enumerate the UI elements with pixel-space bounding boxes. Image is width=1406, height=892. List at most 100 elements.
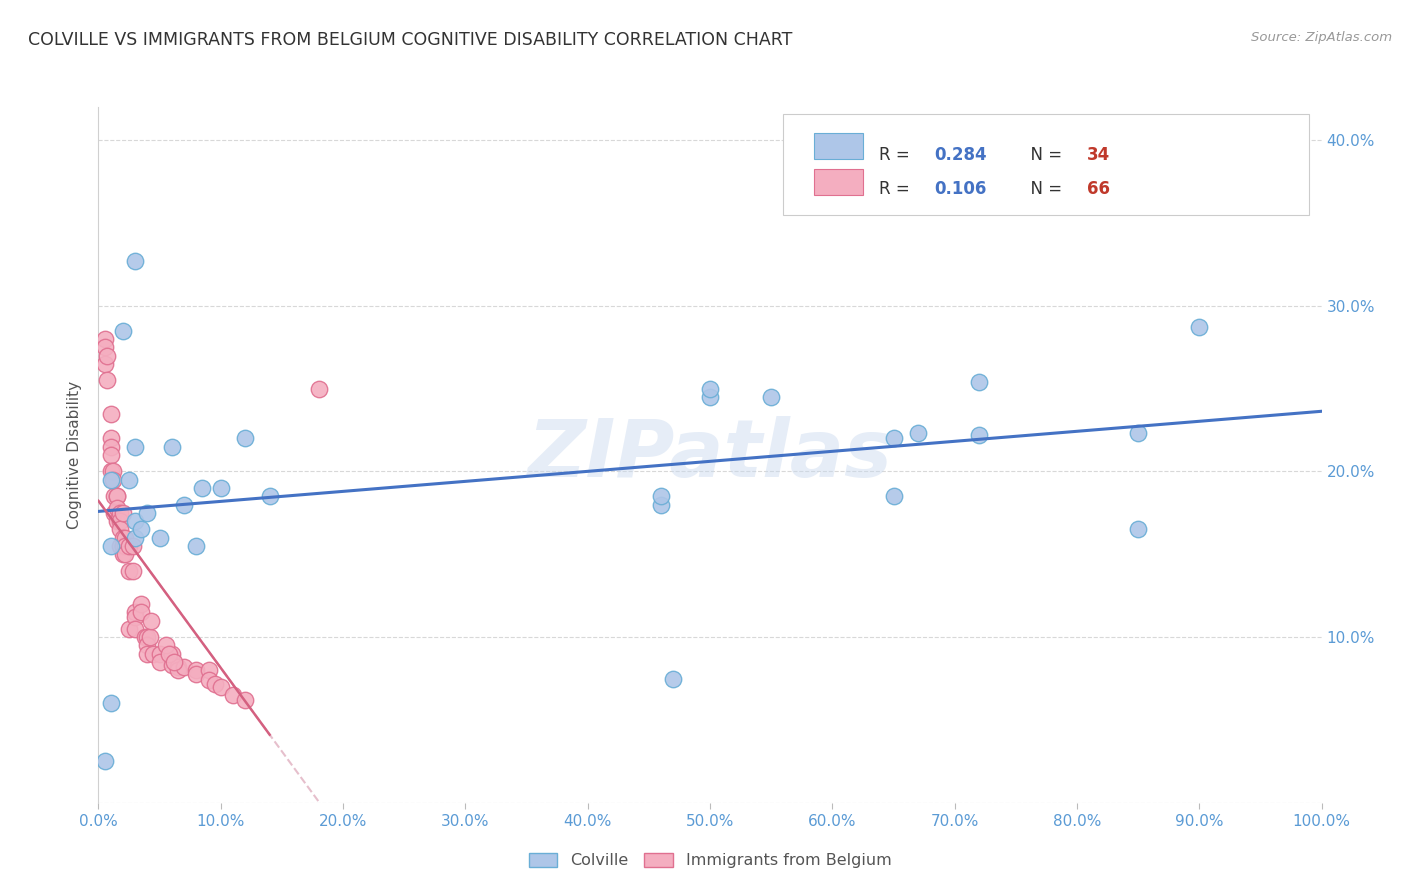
- Point: [186, 539, 208, 553]
- Point: [124, 531, 146, 545]
- Point: [114, 531, 136, 545]
- Point: [96, 373, 118, 387]
- Point: [129, 523, 152, 537]
- Point: [173, 498, 195, 512]
- Point: [111, 539, 134, 553]
- Point: [883, 431, 905, 445]
- Point: [167, 663, 190, 677]
- Point: [967, 375, 990, 389]
- Point: [118, 564, 141, 578]
- Point: [114, 539, 136, 553]
- Y-axis label: Cognitive Disability: Cognitive Disability: [67, 381, 83, 529]
- Point: [110, 539, 132, 553]
- Point: [124, 440, 146, 454]
- Text: 66: 66: [1087, 180, 1109, 198]
- Point: [197, 663, 219, 677]
- Text: ZIPatlas: ZIPatlas: [527, 416, 893, 494]
- FancyBboxPatch shape: [814, 169, 863, 195]
- Point: [308, 382, 330, 396]
- Point: [699, 390, 721, 404]
- Point: [157, 647, 180, 661]
- Point: [167, 660, 190, 674]
- Point: [96, 349, 118, 363]
- Point: [259, 489, 281, 503]
- Point: [209, 481, 232, 495]
- Point: [114, 547, 136, 561]
- Point: [136, 506, 159, 520]
- Text: COLVILLE VS IMMIGRANTS FROM BELGIUM COGNITIVE DISABILITY CORRELATION CHART: COLVILLE VS IMMIGRANTS FROM BELGIUM COGN…: [28, 31, 793, 49]
- Point: [967, 428, 990, 442]
- Text: R =: R =: [879, 146, 915, 164]
- Point: [121, 539, 143, 553]
- Point: [124, 514, 146, 528]
- Point: [907, 426, 929, 441]
- Point: [650, 498, 672, 512]
- Point: [163, 655, 186, 669]
- Point: [100, 465, 122, 479]
- Point: [129, 605, 152, 619]
- Point: [149, 655, 172, 669]
- Point: [100, 431, 122, 445]
- Text: 0.284: 0.284: [934, 146, 987, 164]
- Point: [191, 481, 214, 495]
- Point: [93, 755, 115, 769]
- Point: [160, 658, 183, 673]
- Point: [883, 489, 905, 503]
- Point: [186, 663, 208, 677]
- Point: [101, 473, 124, 487]
- Point: [110, 506, 132, 520]
- Point: [662, 672, 685, 686]
- Point: [650, 489, 672, 503]
- Point: [110, 523, 132, 537]
- Point: [160, 647, 183, 661]
- Point: [124, 622, 146, 636]
- Point: [197, 673, 219, 688]
- Point: [1128, 523, 1150, 537]
- Point: [139, 614, 162, 628]
- Point: [100, 440, 122, 454]
- Point: [121, 564, 143, 578]
- Point: [186, 666, 208, 681]
- Point: [118, 622, 141, 636]
- Point: [204, 676, 226, 690]
- Point: [173, 660, 195, 674]
- Text: R =: R =: [879, 180, 915, 198]
- Point: [93, 332, 115, 346]
- Text: 34: 34: [1087, 146, 1109, 164]
- Point: [100, 473, 122, 487]
- Point: [1128, 426, 1150, 441]
- Point: [118, 539, 141, 553]
- Point: [209, 680, 232, 694]
- Point: [110, 514, 132, 528]
- Point: [136, 647, 159, 661]
- Point: [134, 630, 156, 644]
- Point: [124, 605, 146, 619]
- Point: [699, 382, 721, 396]
- Point: [124, 254, 146, 268]
- Point: [111, 539, 134, 553]
- Legend: Colville, Immigrants from Belgium: Colville, Immigrants from Belgium: [522, 847, 898, 875]
- Point: [103, 506, 125, 520]
- Point: [149, 531, 172, 545]
- Point: [105, 514, 128, 528]
- Point: [93, 340, 115, 354]
- Point: [101, 465, 124, 479]
- Point: [136, 630, 159, 644]
- Point: [142, 647, 165, 661]
- Point: [93, 357, 115, 371]
- Point: [233, 431, 256, 445]
- Point: [111, 531, 134, 545]
- Text: N =: N =: [1019, 180, 1067, 198]
- Point: [111, 324, 134, 338]
- Point: [100, 407, 122, 421]
- Point: [233, 693, 256, 707]
- Point: [100, 539, 122, 553]
- Point: [105, 500, 128, 515]
- Text: N =: N =: [1019, 146, 1067, 164]
- Point: [105, 489, 128, 503]
- Point: [222, 688, 245, 702]
- Point: [124, 610, 146, 624]
- Point: [155, 639, 177, 653]
- Point: [111, 547, 134, 561]
- Point: [1188, 320, 1211, 334]
